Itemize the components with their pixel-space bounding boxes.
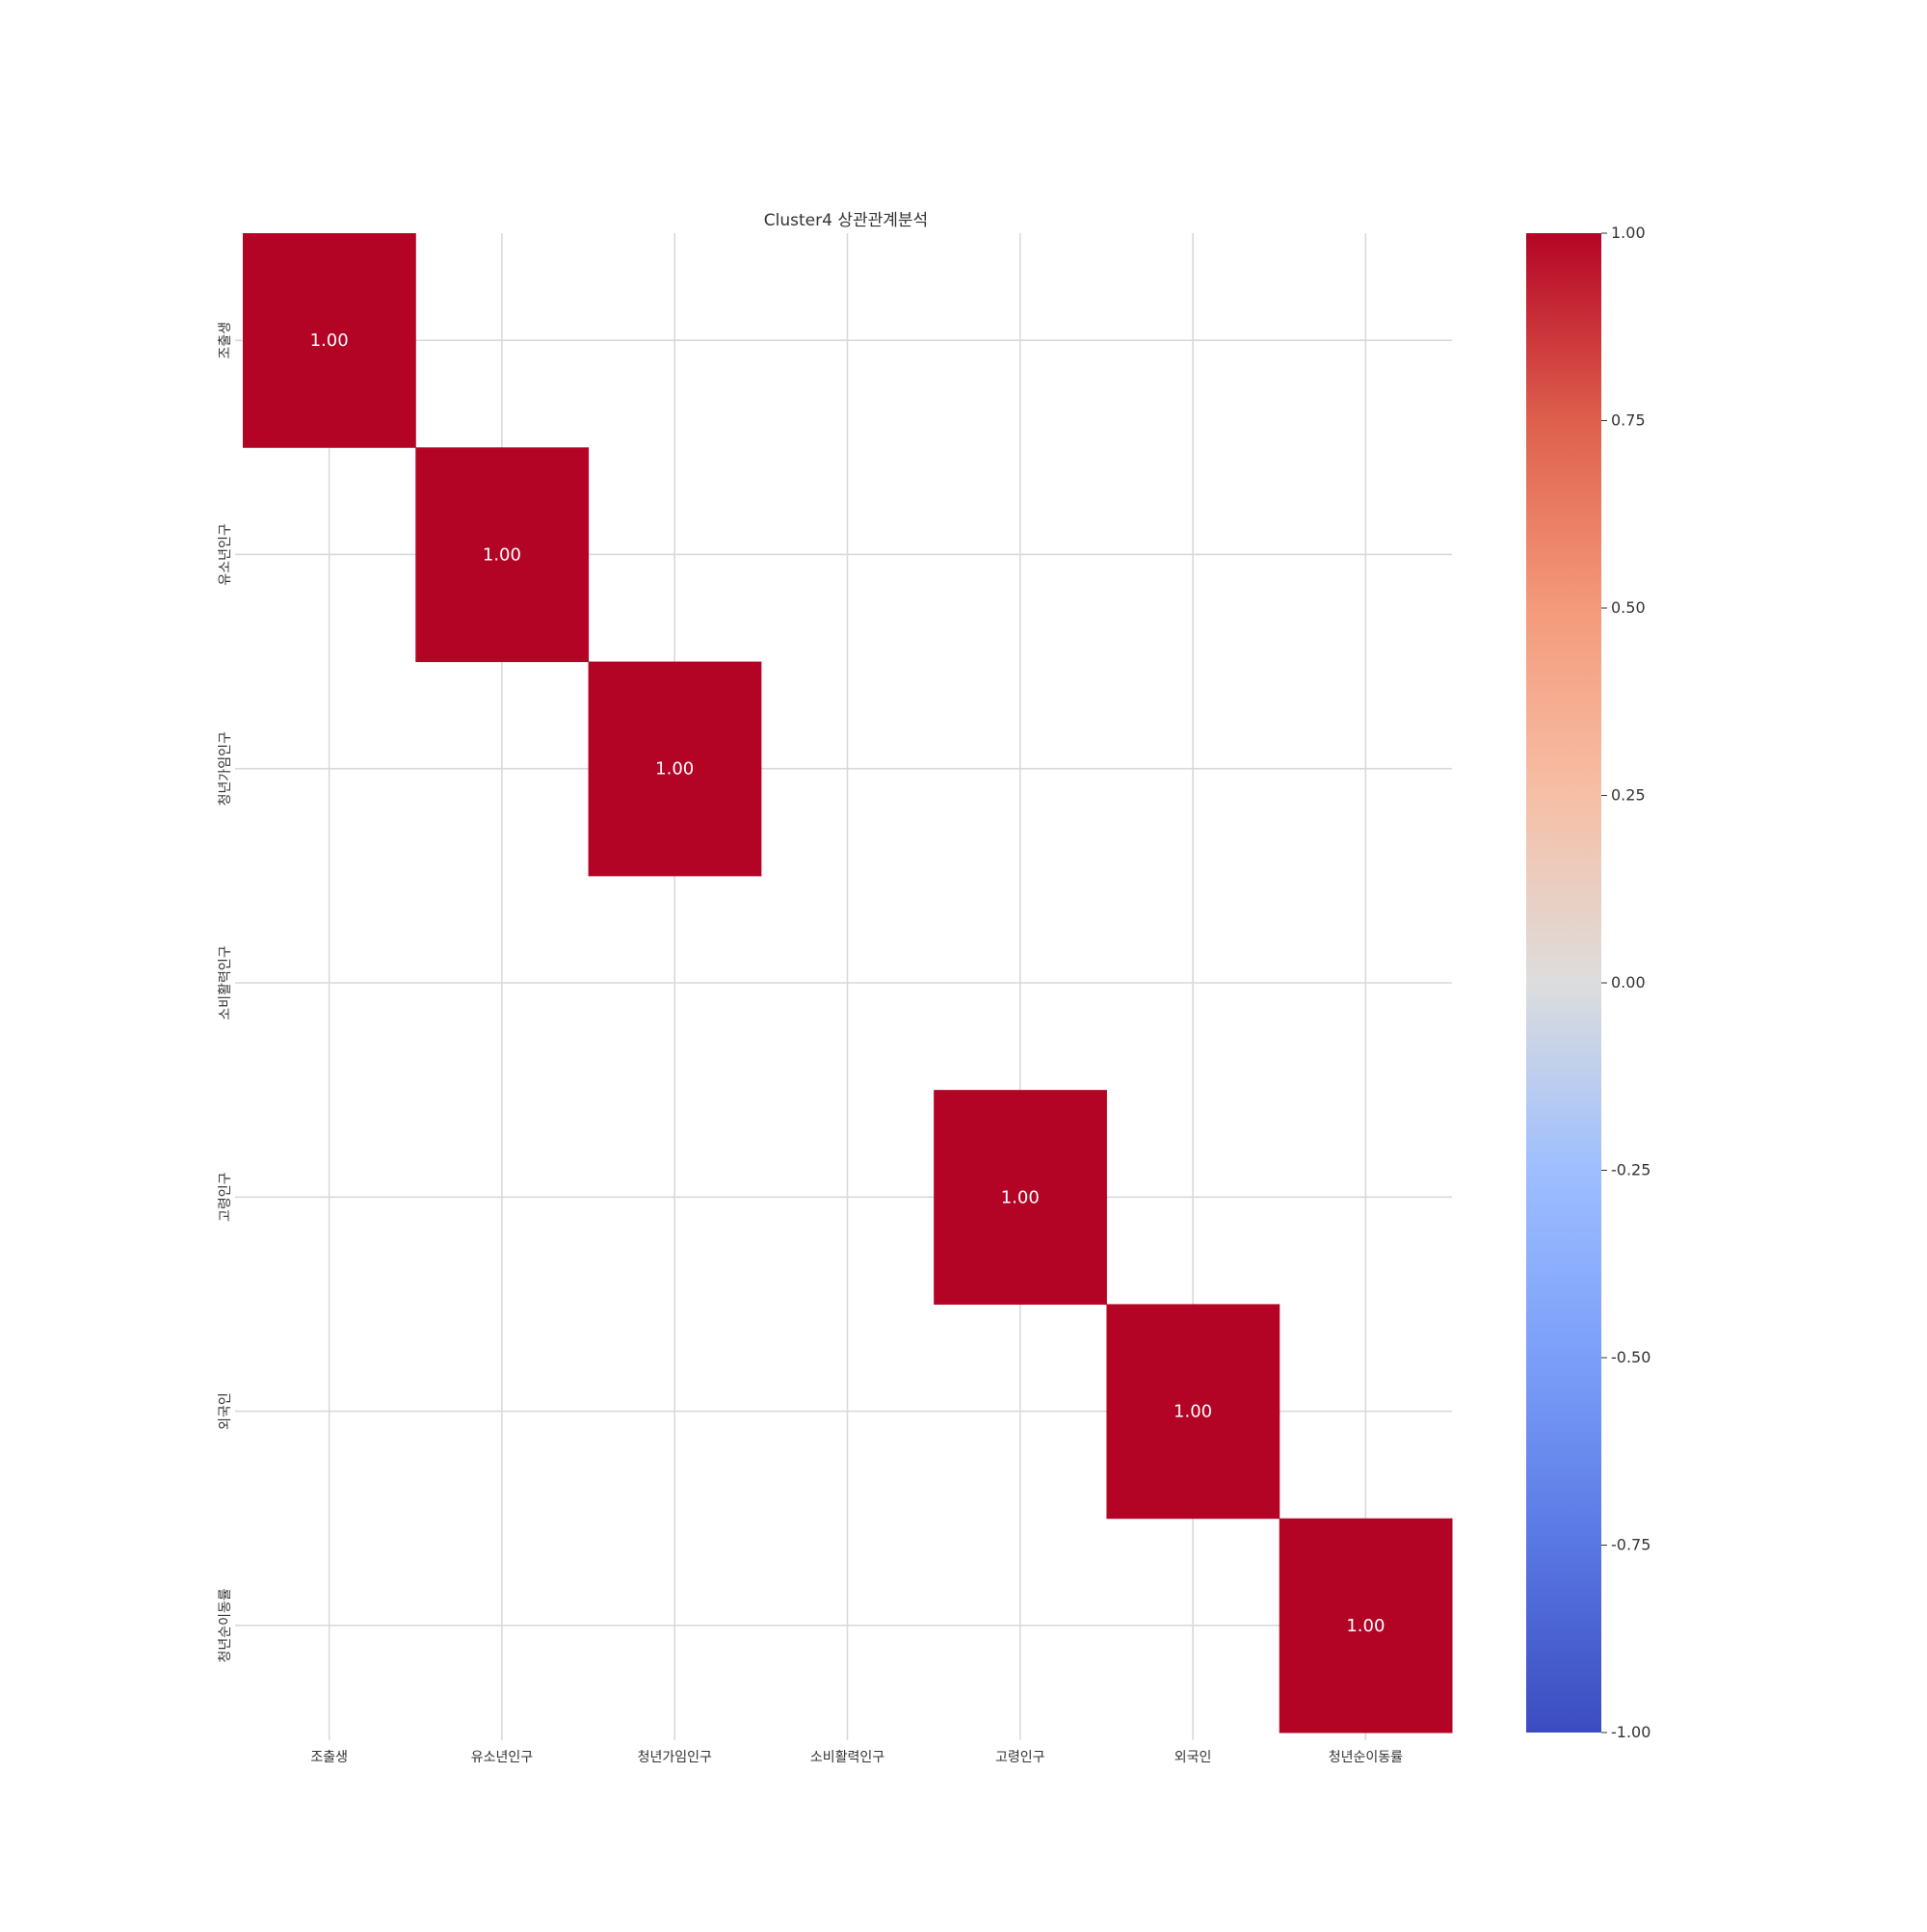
colorbar-tick-label: 0.50: [1611, 598, 1646, 617]
colorbar-tick-labels: 1.00 0.75 0.50 0.25 0.00 -0.25 -0.50 -0.75 -1.00: [1601, 224, 1650, 1741]
colorbar-tick-label: -1.00: [1611, 1723, 1650, 1741]
colorbar-tick-label: -0.75: [1611, 1536, 1650, 1554]
cell-annotation: 1.00: [483, 544, 521, 565]
heatmap-cell: [243, 233, 416, 448]
colorbar-gradient: [1526, 233, 1601, 1733]
colorbar-tick-label: -0.25: [1611, 1161, 1650, 1179]
x-tick-labels: 조출생 유소년인구 청년가임인구 소비활력인구 고령인구 외국인 청년순이동률: [310, 1750, 1403, 1765]
colorbar-tick-label: 1.00: [1611, 224, 1646, 242]
heatmap-cell: [934, 1090, 1107, 1305]
heatmap-cells: 1.00 1.00 1.00 1.00 1.00 1.00: [243, 233, 1453, 1734]
heatmap-cell: [415, 447, 590, 663]
x-tick-label: 외국인: [1175, 1750, 1212, 1765]
cell-annotation: 1.00: [1174, 1402, 1212, 1422]
x-tick-label: 청년가임인구: [638, 1750, 712, 1765]
cell-annotation: 1.00: [655, 759, 694, 780]
chart-title: Cluster4 상관관계분석: [764, 211, 928, 230]
y-tick-label: 조출생: [218, 322, 233, 359]
colorbar-tick-label: 0.75: [1611, 411, 1646, 430]
colorbar-tick-label: -0.50: [1611, 1348, 1650, 1366]
cell-annotation: 1.00: [310, 331, 349, 351]
y-tick-label: 청년순이동률: [218, 1588, 233, 1662]
x-tick-label: 유소년인구: [471, 1750, 534, 1765]
x-tick-label: 고령인구: [995, 1750, 1045, 1765]
x-tick-label: 소비활력인구: [810, 1750, 884, 1765]
colorbar-tick-label: 0.00: [1611, 973, 1646, 992]
y-tick-label: 소비활력인구: [218, 945, 233, 1019]
x-tick-label: 조출생: [310, 1750, 348, 1765]
y-tick-label: 외국인: [218, 1392, 233, 1430]
y-tick-label: 고령인구: [218, 1172, 233, 1222]
colorbar: [1526, 233, 1601, 1733]
heatmap-cell: [1279, 1518, 1453, 1734]
cell-annotation: 1.00: [1346, 1616, 1385, 1636]
cell-annotation: 1.00: [1001, 1187, 1040, 1207]
heatmap-cell: [1106, 1304, 1280, 1520]
x-tick-label: 청년순이동률: [1329, 1750, 1403, 1765]
heatmap-cell: [588, 661, 762, 877]
y-tick-label: 청년가임인구: [218, 731, 233, 806]
colorbar-tick-label: 0.25: [1611, 786, 1646, 805]
y-tick-label: 유소년인구: [218, 523, 233, 586]
grid-lines: [235, 233, 1452, 1740]
